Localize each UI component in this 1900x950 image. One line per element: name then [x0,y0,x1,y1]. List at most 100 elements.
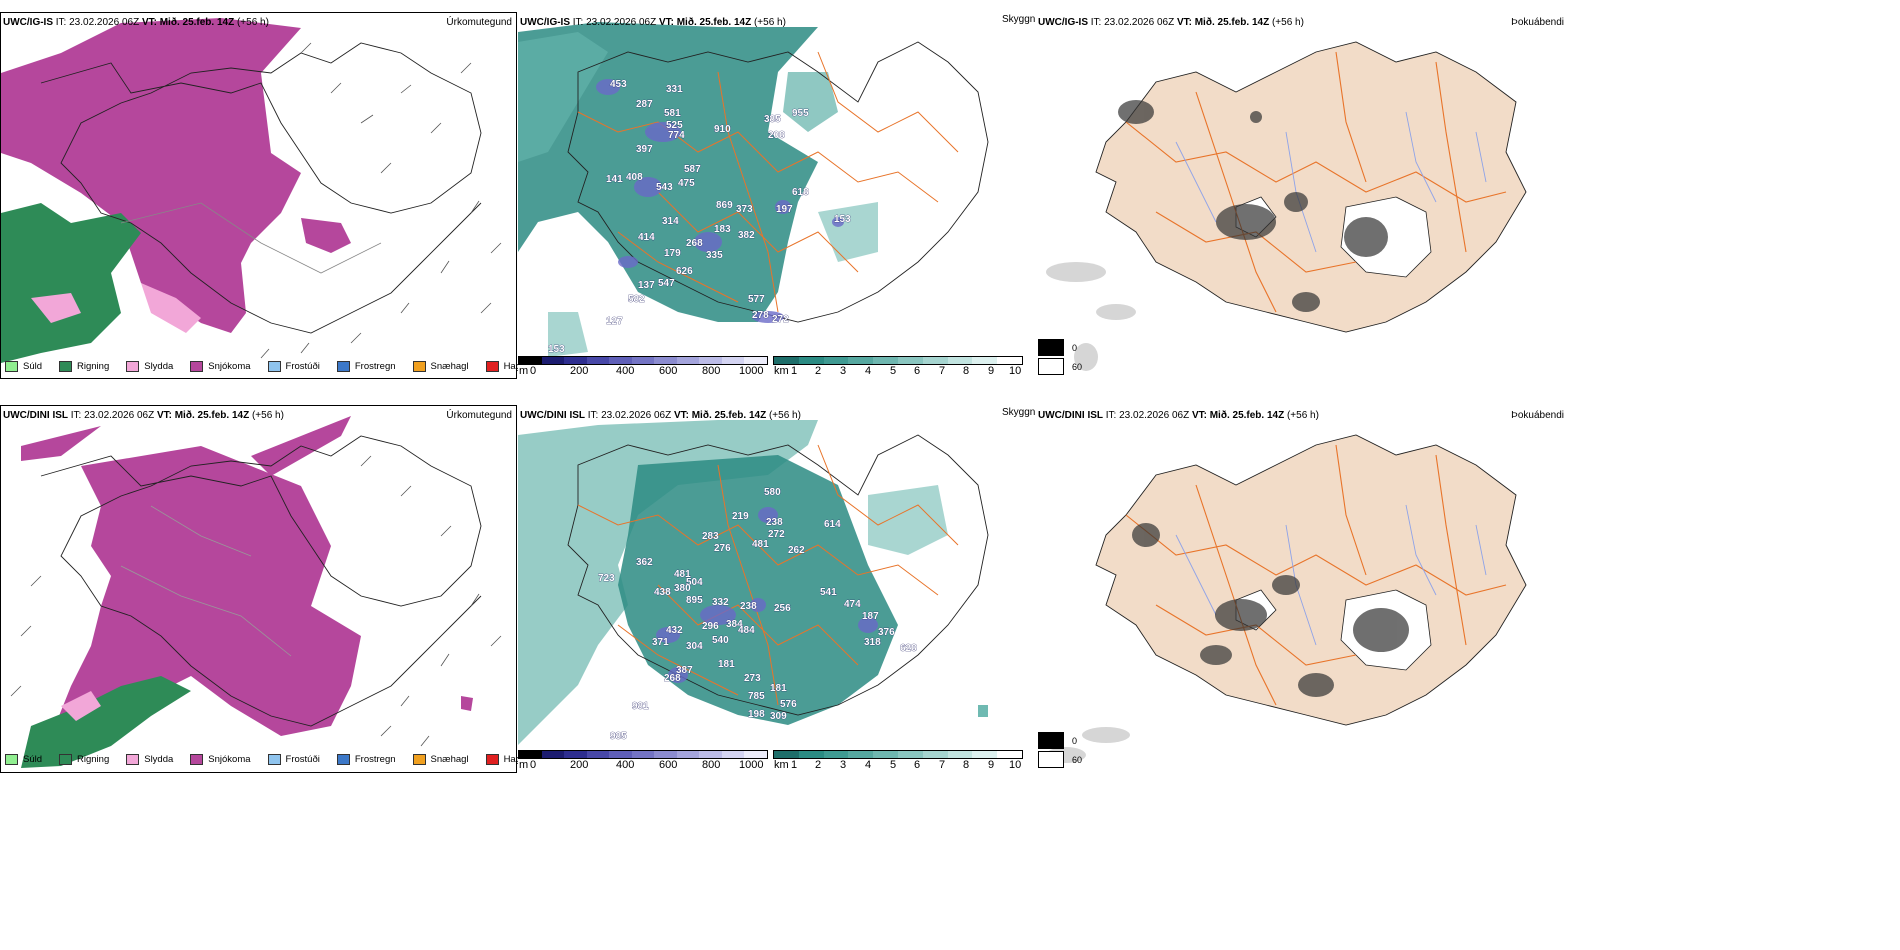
ceiling-value-label: 453 [610,79,627,90]
ceiling-value-label: 626 [676,266,693,277]
ceiling-tick: 400 [616,365,635,377]
ceiling-value-label: 309 [770,711,787,722]
lead-time: (+56 h) [249,410,284,421]
ceiling-value-label: 287 [636,99,653,110]
visibility-colorbar-bottom: km 1 2 3 4 5 6 7 8 9 10 [773,750,1023,771]
ceiling-value-label: 385 [764,114,781,125]
visibility-tick: 9 [988,759,995,771]
legend-item: Rigning [59,754,109,765]
visibility-tick: 6 [914,759,921,771]
ceiling-value-label: 304 [686,641,703,652]
valid-time: Mið. 25.feb. 14Z [156,17,235,28]
ceiling-value-label: 774 [668,130,685,141]
ceiling-value-label: 981 [632,701,649,712]
ceiling-value-label: 525 [666,120,683,131]
legend-swatch [485,754,499,765]
ceiling-value-label: 723 [598,573,615,584]
ceiling-unit: m [519,365,529,377]
ceiling-value-label: 481 [752,539,769,550]
model-name: UWC/DINI ISL [1038,410,1103,421]
ceiling-panel-bottom: 580 219 238 614 272 283 276 481 262 362 723 481 504 4… [518,405,1038,773]
legend-label: Frostúði [285,361,320,372]
precip-title-top: Úrkomutegund [446,17,512,28]
fog-legend-label: 0 [1072,735,1078,746]
ceiling-tick: 400 [616,759,635,771]
legend-label: Súld [23,361,43,372]
ceiling-value-label: 474 [844,599,861,610]
fog-legend-label: 0 [1072,342,1078,353]
fog-title-bottom: Þokuábendi [1511,410,1564,421]
init-time: IT: 23.02.2026 06Z [570,17,659,28]
fog-panel-top: UWC/IG-IS IT: 23.02.2026 06Z VT: Mið. 25… [1036,12,1568,379]
ceiling-value-label: 541 [820,587,837,598]
visibility-tick: 2 [815,759,822,771]
legend-item: Frostúði [267,754,320,765]
ceiling-tick: 200 [570,365,589,377]
ceiling-value-label: 268 [686,238,703,249]
fog-legend-label: 60 [1072,754,1083,765]
vt-prefix: VT: [156,410,172,421]
model-name: UWC/IG-IS [3,17,53,28]
lead-time: (+56 h) [766,410,801,421]
legend-label: Slydda [144,754,174,765]
ceiling-header-bottom: UWC/DINI ISL IT: 23.02.2026 06Z VT: Mið.… [520,410,801,422]
ceiling-tick: 0 [530,759,537,771]
visibility-tick: 7 [939,365,946,377]
fog-swatch-black [1038,732,1064,749]
valid-time: Mið. 25.feb. 14Z [1191,17,1270,28]
legend-label: Rigning [77,361,110,372]
ceiling-value-label: 283 [702,531,719,542]
vt-prefix: VT: [141,17,157,28]
ceiling-value-label: 397 [636,144,653,155]
ceiling-value-label: 384 [726,619,743,630]
ceiling-colorbar-top: m 0 200 400 600 800 1000 [518,356,768,377]
ceiling-value-label: 547 [658,278,675,289]
ceiling-value-label: 256 [774,603,791,614]
precip-header-top: UWC/IG-IS IT: 23.02.2026 06Z VT: Mið. 25… [3,17,269,29]
legend-item: Haglél [485,361,531,372]
ceiling-value-label: 181 [770,683,787,694]
ceiling-tick: 800 [702,365,721,377]
ceiling-value-label: 238 [740,601,757,612]
legend-swatch [267,754,281,765]
legend-swatch [126,361,140,372]
init-time: IT: 23.02.2026 06Z [1103,410,1192,421]
ceiling-value-label: 785 [748,691,765,702]
fog-header-bottom: UWC/DINI ISL IT: 23.02.2026 06Z VT: Mið.… [1038,410,1319,422]
valid-time: Mið. 25.feb. 14Z [1206,410,1285,421]
ceiling-value-label: 910 [714,124,731,135]
lead-time: (+56 h) [1284,410,1319,421]
valid-time: Mið. 25.feb. 14Z [171,410,250,421]
ceiling-value-label: 268 [664,673,681,684]
legend-item: Snjókoma [190,754,251,765]
vt-prefix: VT: [673,410,689,421]
ceiling-value-label: 985 [610,731,627,742]
legend-swatch [267,361,281,372]
legend-item: Slydda [126,754,173,765]
ceiling-value-label: 387 [676,665,693,676]
fog-legend-bottom: 0 60 [1038,731,1082,769]
ceiling-tick: 1000 [739,759,764,771]
visibility-colorbar-top: km 1 2 3 4 5 6 7 8 9 10 [773,356,1023,377]
ceiling-unit: m [519,759,529,771]
legend-swatch [5,361,18,372]
lead-time: (+56 h) [234,17,269,28]
precip-type-panel-bottom: UWC/DINI ISL IT: 23.02.2026 06Z VT: Mið.… [0,405,531,773]
legend-label: Snæhagl [430,361,469,372]
ceiling-tick: 600 [659,365,678,377]
ceiling-value-label: 581 [664,108,681,119]
fog-title-top: Þokuábendi [1511,17,1564,28]
ceiling-panel-top: 453 331 287 581 525 774 910 397 587 141 408 543 475 8… [518,12,1038,379]
model-name: UWC/DINI ISL [520,410,585,421]
legend-item: Frostregn [336,361,396,372]
legend-label: Súld [23,754,43,765]
legend-item: Snæhagl [412,361,469,372]
visibility-tick: 10 [1009,365,1022,377]
legend-label: Frostúði [285,754,320,765]
visibility-tick: 6 [914,365,921,377]
visibility-tick: 4 [865,365,872,377]
ceiling-value-label: 362 [636,557,653,568]
legend-swatch [59,361,73,372]
